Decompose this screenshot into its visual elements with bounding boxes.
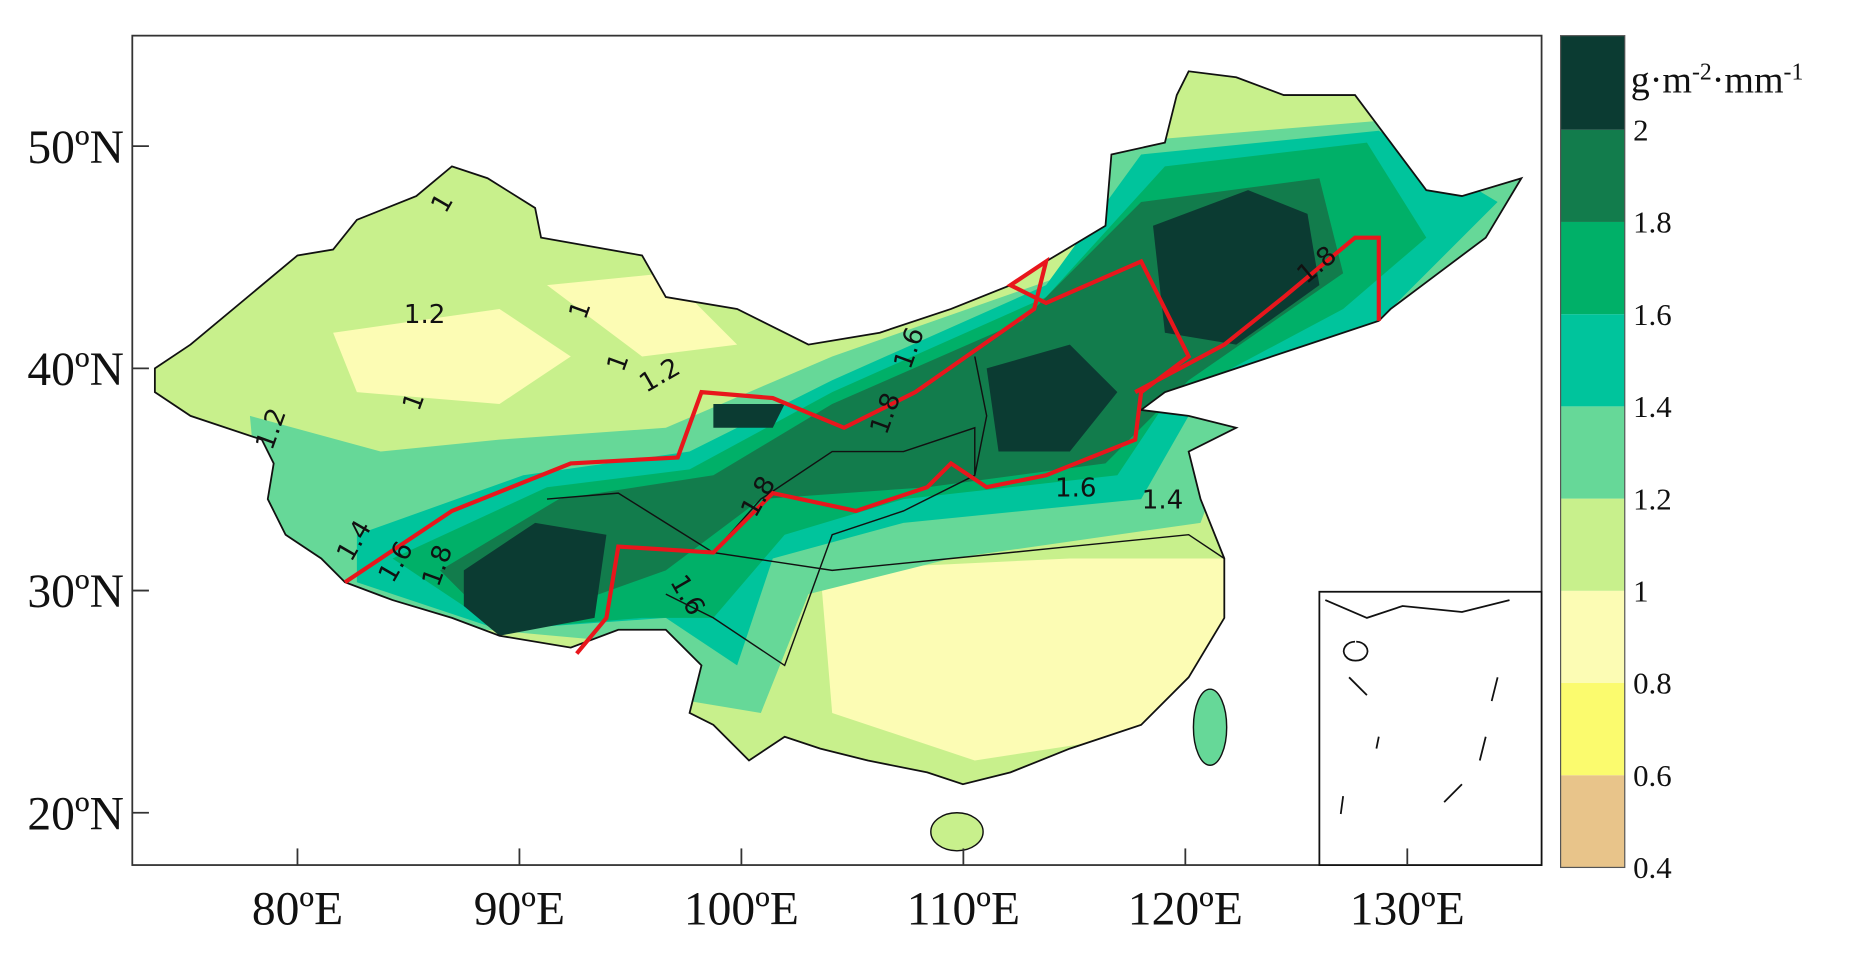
zone <box>986 344 1118 452</box>
unit-part: ·mm <box>1712 60 1784 102</box>
colorbar-label: 1 <box>1633 573 1648 608</box>
lon-tick-label: 80ºE <box>252 883 343 935</box>
inset-map <box>1318 590 1543 866</box>
colorbar-label: 1.8 <box>1633 205 1672 240</box>
colorbar-band <box>1560 590 1625 684</box>
unit-part: -2 <box>1692 60 1712 86</box>
colorbar-unit: g·m-2·mm-1 <box>1631 60 1804 102</box>
island <box>930 812 984 852</box>
zone <box>820 558 1225 761</box>
lon-tick-label: 110ºE <box>907 883 1020 935</box>
colorbar-band <box>1560 314 1625 407</box>
colorbar-label: 1.6 <box>1633 297 1672 332</box>
zone <box>463 522 607 636</box>
boundary-line <box>343 235 1381 655</box>
inset-lines <box>1324 599 1510 815</box>
colorbar-band <box>1560 221 1625 315</box>
colorbar-label: 1.4 <box>1633 389 1672 424</box>
lat-tick-label: 30ºN <box>27 566 124 618</box>
lat-tick-label: 20ºN <box>27 788 124 840</box>
colorbar-band <box>1560 35 1625 130</box>
colorbar-band <box>1560 406 1625 499</box>
lat-tick-label: 50ºN <box>27 122 124 174</box>
colorbar-band <box>1560 498 1625 591</box>
contour-label: 1.6 <box>1055 474 1097 504</box>
colorbar-label: 2 <box>1633 112 1648 147</box>
lon-tick-label: 90ºE <box>474 883 565 935</box>
region-border <box>546 356 1225 667</box>
colorbar-label: 0.4 <box>1633 850 1672 885</box>
zone <box>333 308 571 405</box>
lon-tick-label: 130ºE <box>1350 883 1465 935</box>
contour-label: 1.2 <box>404 300 446 330</box>
zone <box>713 404 785 428</box>
zone <box>547 273 738 357</box>
colorbar-band <box>1560 683 1625 776</box>
island <box>1192 688 1228 766</box>
contour-label: 1.4 <box>1142 486 1184 516</box>
colorbar-label: 1.2 <box>1633 481 1672 516</box>
colorbar-band <box>1560 129 1625 222</box>
colorbar-label: 0.8 <box>1633 666 1672 701</box>
colorbar-label: 0.6 <box>1633 758 1672 793</box>
zone <box>1153 190 1320 345</box>
lon-tick-label: 120ºE <box>1128 883 1243 935</box>
lat-tick-label: 40ºN <box>27 344 124 396</box>
lon-tick-label: 100ºE <box>684 883 799 935</box>
unit-part: g·m <box>1631 60 1692 102</box>
colorbar-band <box>1560 775 1625 868</box>
colorbar-frame <box>1559 35 1626 869</box>
unit-part: -1 <box>1784 60 1804 86</box>
